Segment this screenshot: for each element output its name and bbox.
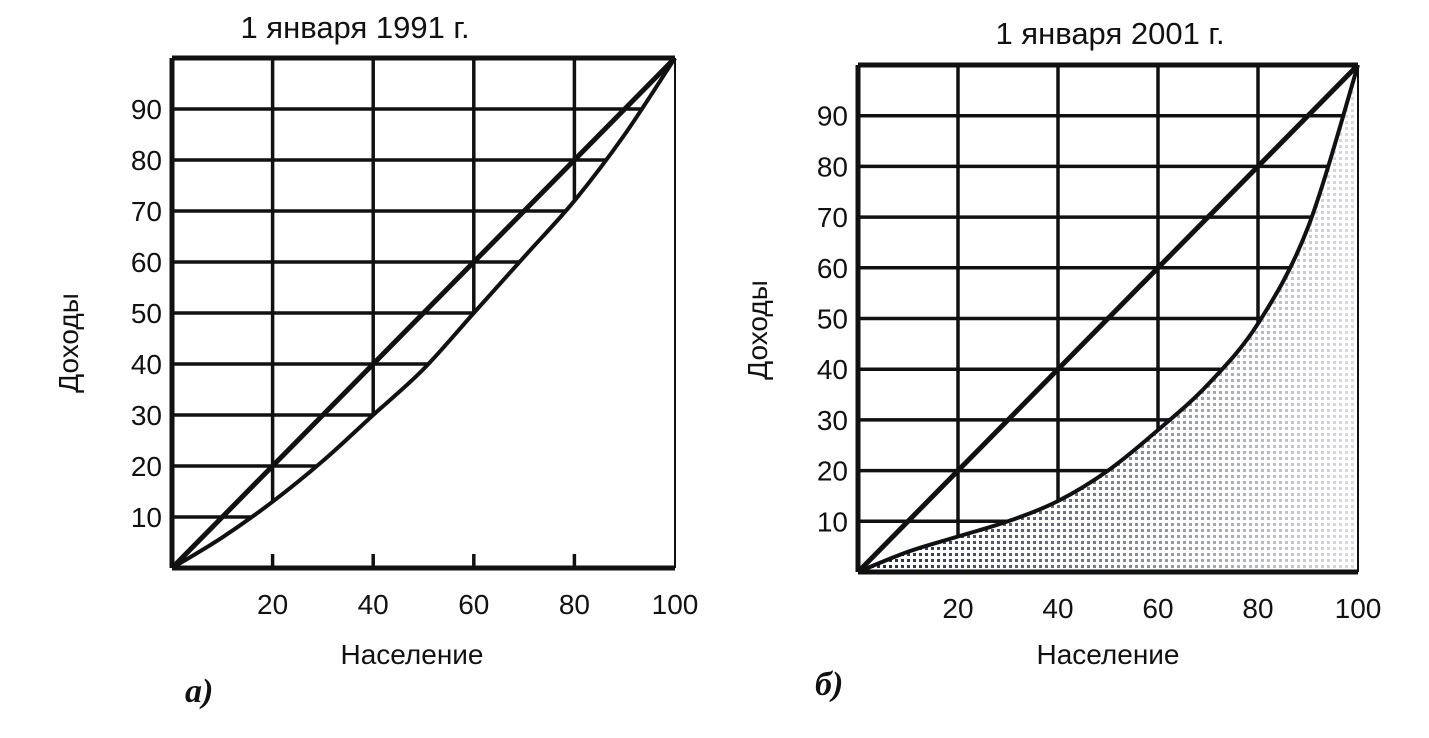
panel-label-b: б) bbox=[815, 666, 843, 703]
chart-panel-a: 1 января 1991 г. 10 20 30 40 50 60 70 80 90 20 40 6… bbox=[53, 10, 698, 710]
y-axis-label-b: Доходы bbox=[742, 280, 773, 380]
x-tick-label-a: 80 bbox=[559, 589, 590, 620]
shaded-area-b bbox=[858, 65, 1358, 572]
y-tick-label-a: 20 bbox=[131, 451, 162, 482]
equality-line-b bbox=[856, 63, 1360, 574]
y-tick-label-b: 20 bbox=[817, 456, 848, 487]
lorenz-curve-b bbox=[857, 64, 1360, 574]
y-tick-label-b: 40 bbox=[817, 354, 848, 385]
y-tick-label-a: 90 bbox=[131, 94, 162, 125]
y-tick-label-b: 80 bbox=[817, 151, 848, 182]
lorenz-shaded-area-b bbox=[858, 65, 1358, 572]
y-tick-label-a: 60 bbox=[131, 247, 162, 278]
y-tick-label-b: 70 bbox=[817, 202, 848, 233]
x-axis-label-a: Население bbox=[340, 639, 483, 670]
panel-label-a: а) bbox=[185, 673, 213, 710]
tick-labels-a: 10 20 30 40 50 60 70 80 90 20 40 60 80 100 bbox=[131, 94, 699, 620]
grid-a bbox=[169, 55, 677, 571]
y-tick-label-b: 60 bbox=[817, 253, 848, 284]
x-tick-label-a: 100 bbox=[652, 589, 699, 620]
tick-labels-b: 10 20 30 40 50 60 70 80 90 20 40 60 80 100 bbox=[817, 101, 1382, 624]
chart-title-b: 1 января 2001 г. bbox=[995, 16, 1224, 51]
x-tick-label-a: 40 bbox=[358, 589, 389, 620]
x-tick-label-b: 80 bbox=[1242, 593, 1273, 624]
x-tick-label-b: 60 bbox=[1142, 593, 1173, 624]
x-tick-label-b: 40 bbox=[1042, 593, 1073, 624]
x-axis-label-b: Население bbox=[1036, 639, 1179, 670]
y-tick-label-a: 70 bbox=[131, 196, 162, 227]
y-tick-label-a: 40 bbox=[131, 349, 162, 380]
x-tick-label-b: 20 bbox=[942, 593, 973, 624]
y-tick-label-b: 90 bbox=[817, 101, 848, 132]
y-tick-label-a: 80 bbox=[131, 145, 162, 176]
x-tick-label-b: 100 bbox=[1335, 593, 1382, 624]
y-tick-label-a: 10 bbox=[131, 502, 162, 533]
y-tick-label-b: 10 bbox=[817, 506, 848, 537]
y-tick-label-a: 50 bbox=[131, 298, 162, 329]
y-tick-label-b: 50 bbox=[817, 304, 848, 335]
y-axis-label-a: Доходы bbox=[53, 293, 84, 393]
y-tick-label-a: 30 bbox=[131, 400, 162, 431]
y-tick-label-b: 30 bbox=[817, 405, 848, 436]
x-tick-label-a: 20 bbox=[257, 589, 288, 620]
equality-line-a bbox=[170, 56, 677, 570]
lorenz-curve-a bbox=[170, 56, 677, 570]
chart-title-a: 1 января 1991 г. bbox=[240, 10, 469, 45]
chart-panel-b: 1 января 2001 г. 10 20 30 40 50 60 70 80 90 20 40 6… bbox=[742, 16, 1381, 703]
x-tick-label-a: 60 bbox=[458, 589, 489, 620]
